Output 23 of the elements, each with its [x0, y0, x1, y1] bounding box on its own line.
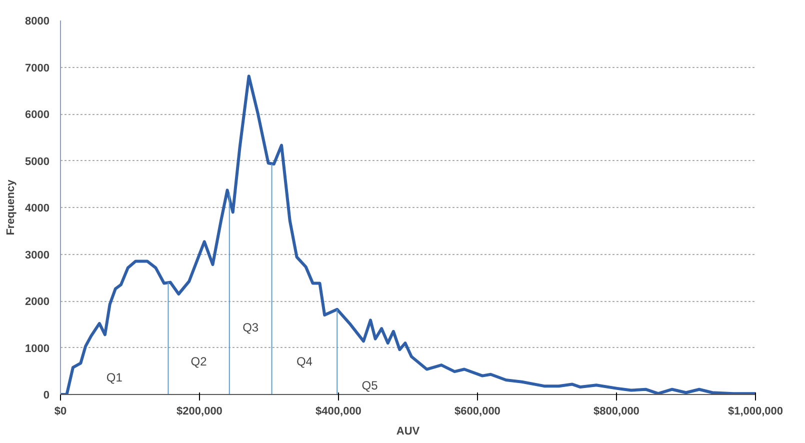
x-tick-label: $200,000	[176, 406, 222, 418]
x-tick-label: $0	[54, 406, 67, 418]
y-tick-label: 4000	[25, 202, 50, 214]
y-tick-label: 8000	[25, 16, 50, 28]
y-tick-label: 6000	[25, 109, 50, 121]
x-tick-label: $800,000	[594, 406, 640, 418]
annotation: Q2	[190, 354, 208, 368]
y-tick-label: 1000	[25, 342, 50, 355]
y-tick-label: 7000	[25, 62, 50, 74]
y-tick-label: 5000	[25, 156, 50, 168]
x-tick-label: $400,000	[316, 406, 362, 418]
annotation: Q5	[362, 378, 378, 392]
annotation: Q1	[106, 370, 123, 384]
annotation: Q3	[242, 320, 259, 334]
x-tick-label: $600,000	[454, 406, 500, 418]
y-tick-label: 3000	[25, 249, 50, 262]
line-series	[60, 74, 756, 394]
y-tick-label: 0	[43, 390, 50, 402]
y-tick-label: 2000	[25, 296, 50, 308]
y-axis-title: Frequency	[5, 178, 18, 236]
annotation: Q4	[296, 354, 313, 368]
x-axis-title: AUV	[396, 426, 420, 438]
x-tick-label: $1,000,000	[728, 406, 784, 418]
